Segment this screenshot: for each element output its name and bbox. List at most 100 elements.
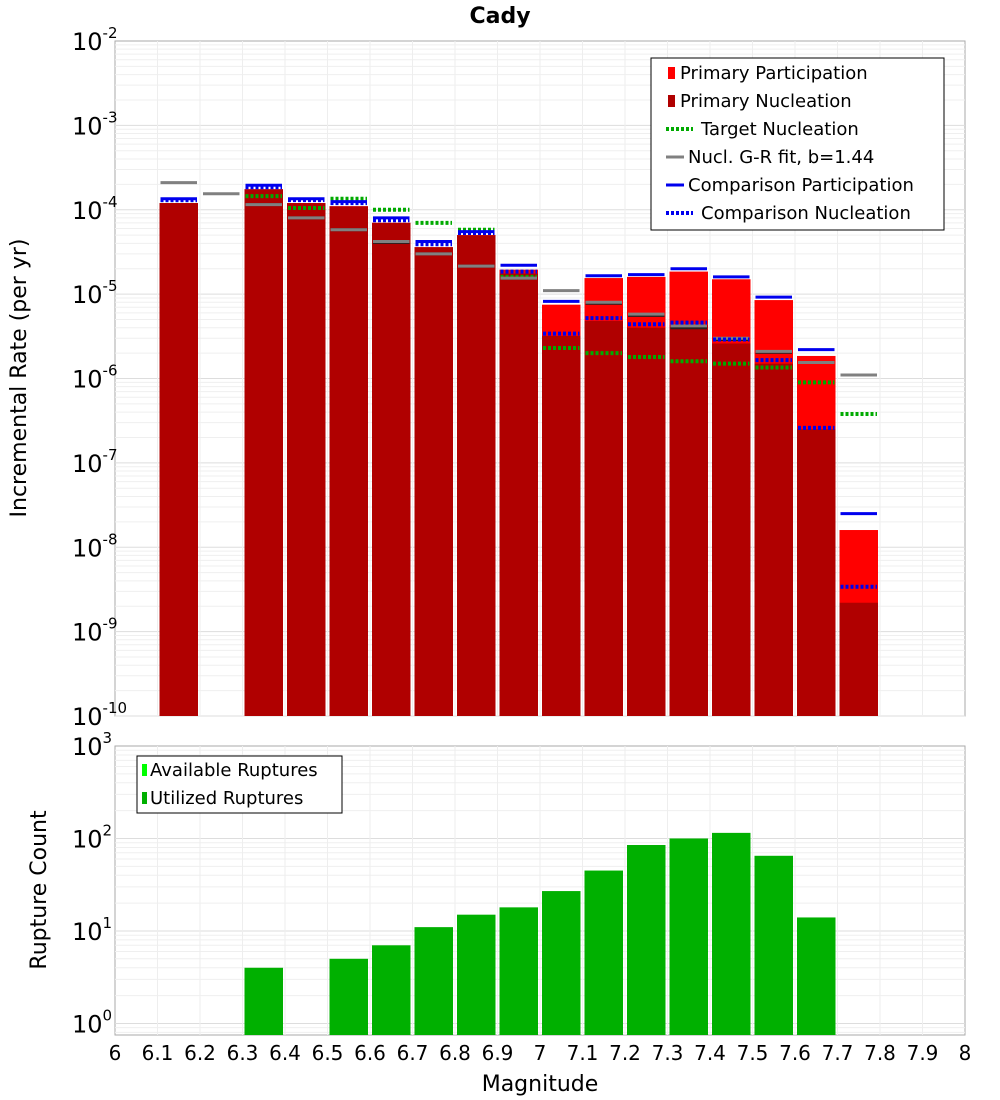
y-tick-base: 10: [72, 703, 103, 731]
y-tick-exponent: -8: [103, 530, 118, 548]
legend-label: Target Nucleation: [700, 119, 859, 140]
x-tick-label: 7.8: [864, 1041, 896, 1065]
rupture-count-bar: [542, 891, 581, 1035]
primary-nucleation-bar: [287, 203, 326, 716]
rupture-count-bar: [754, 855, 793, 1035]
y-tick-base: 10: [72, 1010, 103, 1038]
bottom-legend: Available Ruptures Utilized Ruptures: [136, 755, 343, 814]
y-tick-label: 10-8: [72, 530, 118, 562]
x-ticks: 6 6.1 6.2 6.3 6.4 6.5 6.6 6.7 6.8 6.9 7 7.1 7.2 7.3 7.…: [109, 1041, 972, 1065]
y-tick-exponent: -6: [103, 362, 118, 380]
legend-swatch: [142, 764, 147, 776]
y-tick-label: 103: [72, 729, 112, 761]
rupture-count-bar: [712, 832, 751, 1035]
rupture-count-bar: [584, 870, 623, 1035]
y-tick-base: 10: [72, 733, 103, 761]
bottom-bars: [244, 832, 836, 1035]
y-tick-base: 10: [72, 534, 103, 562]
x-tick-label: 7.5: [737, 1041, 769, 1065]
rupture-count-bar: [244, 967, 283, 1035]
rupture-count-bar: [414, 927, 453, 1035]
y-tick-label: 102: [72, 821, 112, 853]
x-tick-label: 6.5: [312, 1041, 344, 1065]
rupture-count-bar: [627, 845, 666, 1035]
rupture-count-bar: [329, 958, 368, 1035]
y-tick-exponent: -4: [103, 193, 118, 211]
y-tick-base: 10: [72, 28, 103, 56]
primary-nucleation-bar: [414, 247, 453, 716]
primary-nucleation-bar: [712, 343, 751, 716]
y-tick-base: 10: [72, 825, 103, 853]
legend-label: Comparison Participation: [688, 175, 914, 196]
y-tick-exponent: 2: [103, 821, 113, 839]
x-tick-label: 6.2: [184, 1041, 216, 1065]
y-tick-label: 10-7: [72, 446, 118, 478]
legend-swatch: [142, 792, 147, 804]
primary-nucleation-bar: [754, 363, 793, 716]
legend-label: Available Ruptures: [150, 760, 318, 781]
y-tick-exponent: -9: [103, 615, 118, 633]
y-tick-base: 10: [72, 281, 103, 309]
legend-swatch: [668, 95, 675, 107]
x-tick-label: 7.6: [779, 1041, 811, 1065]
y-tick-label: 10-2: [72, 24, 118, 56]
rupture-count-bar: [797, 917, 836, 1035]
y-tick-label: 10-9: [72, 615, 118, 647]
y-tick-base: 10: [72, 619, 103, 647]
y-tick-exponent: 1: [103, 914, 113, 932]
top-lines: [160, 181, 877, 589]
legend-swatch: [668, 67, 675, 79]
primary-nucleation-bar: [627, 327, 666, 716]
x-tick-label: 7: [534, 1041, 547, 1065]
y-tick-exponent: -7: [103, 446, 118, 464]
x-tick-label: 6.7: [397, 1041, 429, 1065]
y-tick-base: 10: [72, 918, 103, 946]
primary-nucleation-bar: [244, 189, 283, 717]
x-tick-label: 6.6: [354, 1041, 386, 1065]
y-tick-label: 10-3: [72, 108, 118, 140]
x-tick-label: 6.8: [439, 1041, 471, 1065]
primary-nucleation-bar: [329, 206, 368, 716]
y-tick-label: 10-5: [72, 277, 118, 309]
primary-nucleation-bar: [457, 235, 496, 716]
y-tick-base: 10: [72, 366, 103, 394]
y-tick-base: 10: [72, 112, 103, 140]
legend-label: Primary Participation: [680, 63, 868, 84]
x-tick-label: 7.4: [694, 1041, 726, 1065]
primary-nucleation-bar: [159, 203, 198, 716]
rupture-count-bar: [457, 914, 496, 1035]
legend-label: Primary Nucleation: [680, 91, 852, 112]
x-tick-label: 7.7: [822, 1041, 854, 1065]
y-tick-exponent: 3: [103, 729, 113, 747]
x-tick-label: 6: [109, 1041, 122, 1065]
x-tick-label: 7.1: [567, 1041, 599, 1065]
x-tick-label: 6.3: [227, 1041, 259, 1065]
x-tick-label: 8: [959, 1041, 972, 1065]
primary-nucleation-bar: [669, 325, 708, 716]
y-tick-exponent: -5: [103, 277, 118, 295]
legend-label: Comparison Nucleation: [701, 203, 911, 224]
primary-nucleation-bar: [499, 273, 538, 716]
y-tick-label: 101: [72, 914, 112, 946]
chart-title: Cady: [469, 4, 530, 29]
primary-nucleation-bar: [839, 602, 878, 716]
y-tick-label: 10-10: [72, 699, 127, 731]
top-y-axis-label: Incremental Rate (per yr): [7, 239, 32, 518]
rupture-count-bar: [499, 907, 538, 1035]
bottom-y-axis-label: Rupture Count: [27, 810, 52, 970]
y-tick-exponent: -10: [103, 699, 128, 717]
top-bars: [159, 189, 878, 717]
x-tick-label: 7.3: [652, 1041, 684, 1065]
rupture-count-bar: [669, 838, 708, 1035]
x-tick-label: 7.9: [907, 1041, 939, 1065]
legend-label: Utilized Ruptures: [150, 788, 303, 809]
x-tick-label: 7.2: [609, 1041, 641, 1065]
primary-nucleation-bar: [584, 321, 623, 716]
y-tick-base: 10: [72, 450, 103, 478]
top-legend: Primary Participation Primary Nucleation T…: [650, 57, 945, 231]
x-tick-label: 6.9: [482, 1041, 514, 1065]
